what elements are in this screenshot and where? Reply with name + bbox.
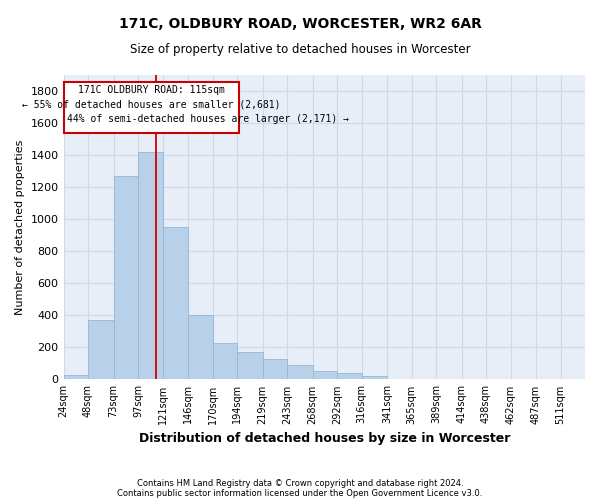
Text: 44% of semi-detached houses are larger (2,171) →: 44% of semi-detached houses are larger (…	[67, 114, 349, 124]
Bar	[387, 378, 412, 380]
Bar	[113, 176, 138, 380]
Bar	[313, 370, 337, 380]
Bar	[263, 358, 287, 380]
Bar	[362, 376, 387, 380]
Bar	[212, 342, 237, 380]
Text: Contains HM Land Registry data © Crown copyright and database right 2024.: Contains HM Land Registry data © Crown c…	[137, 478, 463, 488]
Bar	[138, 152, 163, 380]
Text: Contains public sector information licensed under the Open Government Licence v3: Contains public sector information licen…	[118, 488, 482, 498]
Bar	[64, 374, 88, 380]
Bar	[88, 320, 113, 380]
Text: 171C OLDBURY ROAD: 115sqm: 171C OLDBURY ROAD: 115sqm	[78, 86, 225, 96]
Bar	[237, 352, 263, 380]
Bar	[188, 316, 212, 380]
Bar	[337, 373, 362, 380]
Y-axis label: Number of detached properties: Number of detached properties	[15, 140, 25, 315]
FancyBboxPatch shape	[64, 82, 239, 132]
Bar	[287, 365, 313, 380]
Text: Size of property relative to detached houses in Worcester: Size of property relative to detached ho…	[130, 42, 470, 56]
Text: 171C, OLDBURY ROAD, WORCESTER, WR2 6AR: 171C, OLDBURY ROAD, WORCESTER, WR2 6AR	[119, 18, 481, 32]
Text: ← 55% of detached houses are smaller (2,681): ← 55% of detached houses are smaller (2,…	[22, 100, 281, 110]
Bar	[163, 227, 188, 380]
X-axis label: Distribution of detached houses by size in Worcester: Distribution of detached houses by size …	[139, 432, 510, 445]
